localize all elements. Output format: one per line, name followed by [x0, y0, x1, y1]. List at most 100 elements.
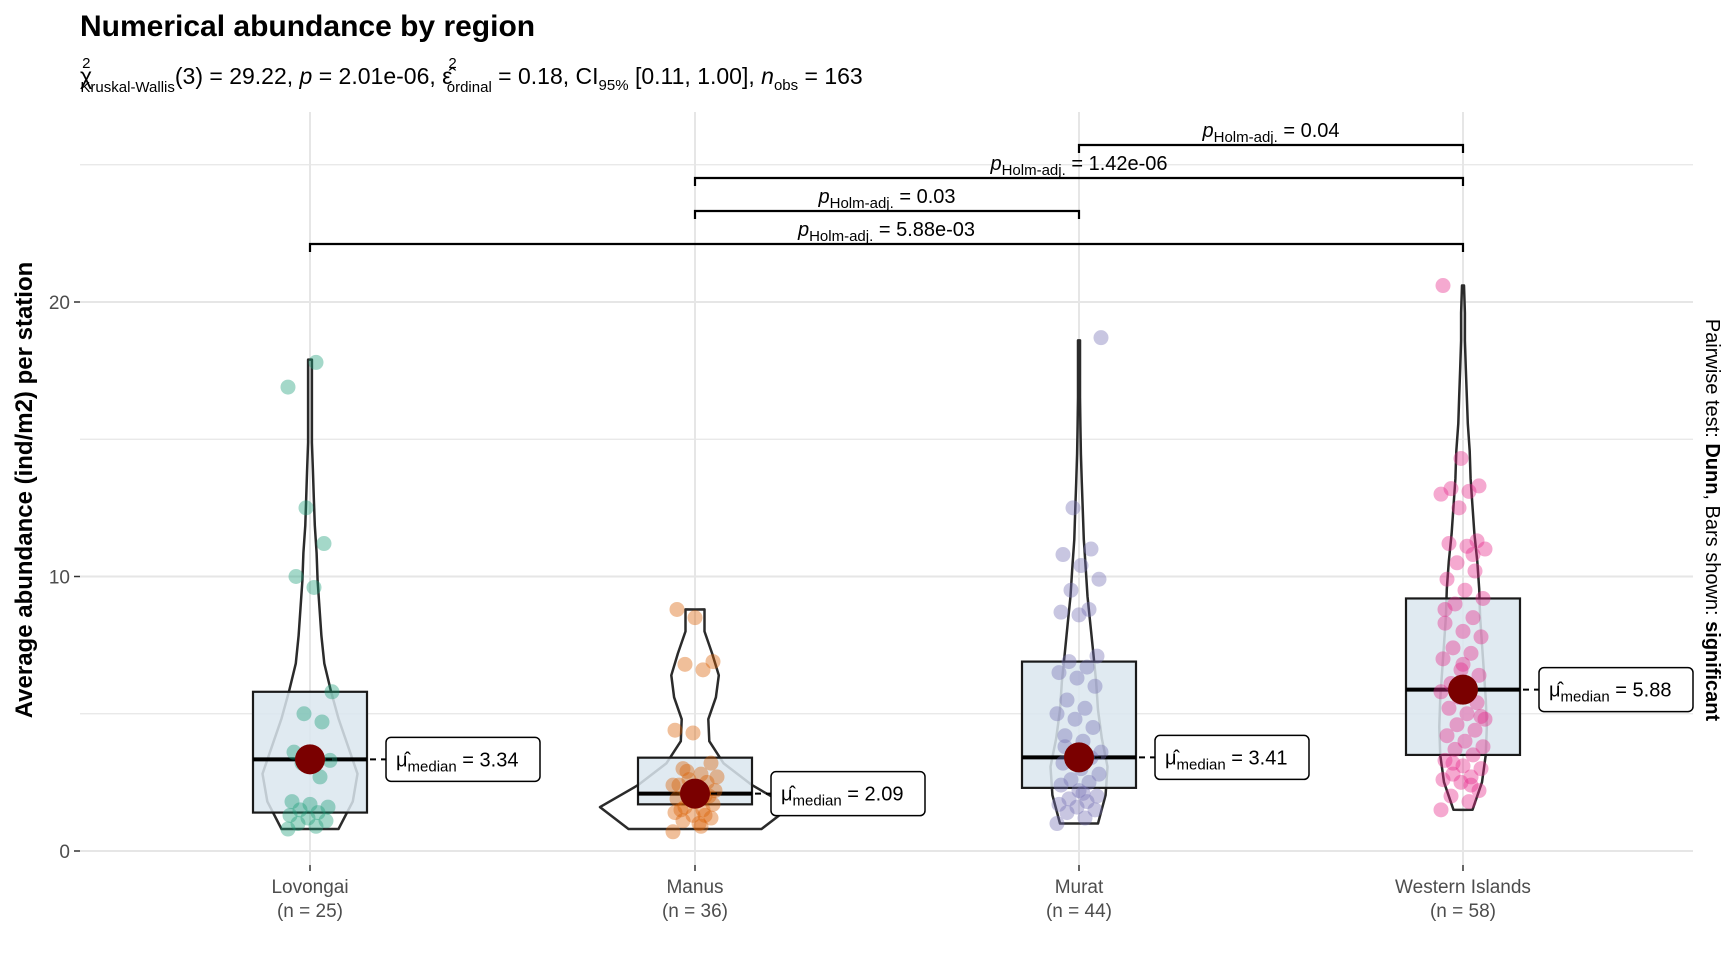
pairwise-bracket [693, 176, 1465, 186]
data-point [1061, 654, 1077, 670]
y-axis-label: Average abundance (ind/m2) per station [11, 262, 38, 719]
data-point [705, 654, 721, 670]
data-point [1071, 783, 1087, 799]
data-point [1463, 645, 1479, 661]
pairwise-label: pHolm-adj. = 0.03 [817, 186, 955, 212]
x-tick-label: Manus [666, 877, 723, 898]
pairwise-bracket [308, 242, 1465, 252]
data-point [1077, 700, 1093, 716]
pairwise-p-value: = 0.03 [894, 186, 956, 208]
data-point [1435, 651, 1451, 667]
data-point [1451, 500, 1467, 516]
data-point [1471, 783, 1487, 799]
pairwise-bracket [1077, 143, 1465, 153]
data-point [1079, 659, 1095, 675]
subtitle-df: (3) = 29.22, [175, 63, 300, 89]
y-tick-label: 20 [49, 293, 70, 314]
data-point [1067, 711, 1083, 727]
data-point [665, 824, 681, 840]
data-point [1069, 670, 1085, 686]
data-point [1457, 733, 1473, 749]
data-point [1091, 766, 1107, 782]
data-point [288, 569, 304, 584]
pairwise-p-sub: Holm-adj. [809, 228, 873, 245]
data-point [669, 601, 685, 617]
data-point [298, 500, 314, 516]
x-ticks: Lovongai (n = 25) Manus (n = 36) Murat (n = 4… [271, 865, 1531, 922]
median-label-box [770, 770, 926, 817]
data-point [1063, 772, 1079, 788]
median-dot [680, 778, 710, 809]
data-point [1071, 607, 1087, 623]
caption-which: significant [1701, 621, 1723, 721]
data-point [1437, 615, 1453, 631]
data-point [1469, 533, 1485, 549]
pairwise-label: pHolm-adj. = 0.04 [1201, 120, 1339, 146]
data-point [1463, 769, 1479, 785]
subtitle-ci: [0.11, 1.00], [629, 63, 762, 89]
data-point [1435, 772, 1451, 788]
caption-pre: Pairwise test: [1701, 319, 1723, 443]
data-point [677, 656, 693, 672]
data-point [320, 799, 336, 815]
x-tick-count: (n = 44) [1046, 901, 1112, 922]
data-point [1455, 656, 1471, 672]
data-point [1465, 747, 1481, 763]
data-point [1477, 541, 1493, 557]
pairwise-p-symbol: p [817, 186, 829, 208]
data-point [1447, 741, 1463, 757]
data-point [1453, 774, 1469, 790]
data-point [667, 805, 683, 821]
violin-0 [261, 358, 359, 831]
data-point [300, 810, 316, 826]
median-label-box [1154, 734, 1310, 781]
median-label: μ̂median = 3.41 [1165, 747, 1287, 773]
data-point [693, 766, 709, 782]
data-point [1057, 728, 1073, 744]
median-label-box [1538, 666, 1694, 713]
pairwise-p-symbol: p [1201, 120, 1213, 142]
data-point [314, 714, 330, 730]
data-point [292, 802, 308, 818]
data-point [1093, 744, 1109, 760]
data-point [691, 816, 707, 832]
pairwise-p-symbol: p [989, 153, 1001, 175]
points-layer [280, 278, 1493, 840]
chart-title: Numerical abundance by region [80, 10, 535, 43]
subtitle-ci-sub: 95% [599, 77, 629, 94]
data-point [1467, 563, 1483, 579]
data-point [284, 794, 300, 810]
x-tick-label: Western Islands [1395, 877, 1531, 898]
x-tick-count: (n = 25) [277, 901, 343, 922]
median-dot [295, 744, 325, 775]
data-point [1087, 802, 1103, 818]
data-point [1473, 761, 1489, 777]
data-point [1051, 796, 1067, 812]
pairwise-label: pHolm-adj. = 5.88e-03 [797, 219, 975, 245]
subtitle-p: = 2.01e-06, [312, 63, 442, 89]
data-point [1449, 555, 1465, 571]
data-point [1447, 596, 1463, 612]
data-point [318, 813, 334, 829]
data-point [1463, 777, 1479, 793]
data-point [1433, 684, 1449, 700]
data-point [296, 706, 312, 722]
subtitle-n-sub: obs [774, 77, 798, 94]
median-label-box [385, 736, 541, 783]
data-point [1433, 802, 1449, 818]
data-point [1461, 483, 1477, 499]
data-point [1443, 481, 1459, 497]
data-point [1453, 450, 1469, 466]
data-point [308, 818, 324, 834]
data-point [1073, 558, 1089, 574]
median-sub: median [408, 758, 457, 775]
y-tick-label: 0 [59, 842, 70, 863]
subtitle-chi-sub: Kruskal-Wallis [80, 79, 174, 96]
data-point [1053, 777, 1069, 793]
data-point [310, 805, 326, 821]
median-layer: μ̂median = 3.34 μ̂median = 2.09 μ̂median =… [295, 666, 1694, 817]
data-point [1435, 278, 1451, 294]
data-point [673, 802, 689, 818]
subtitle-eps-sub: ordinal [447, 79, 492, 96]
